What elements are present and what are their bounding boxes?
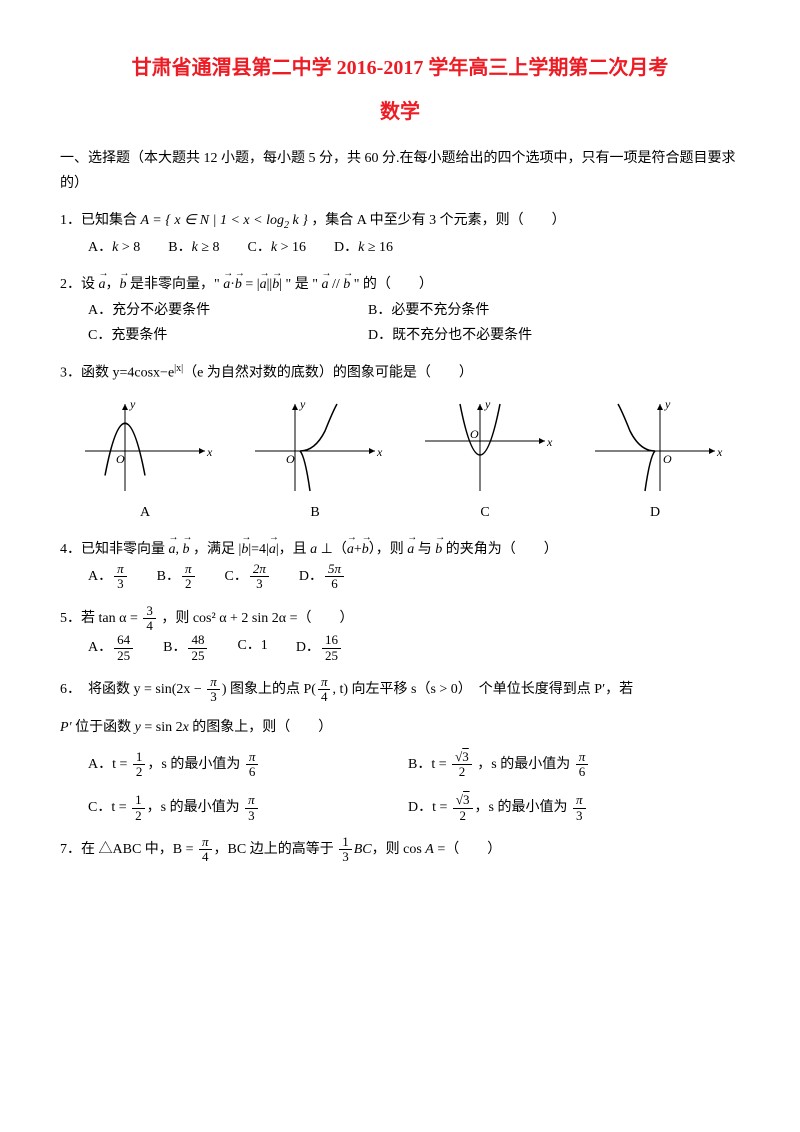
q5-opt-c: C．1 (237, 633, 267, 663)
q3-label-d: D (585, 500, 725, 525)
q4-stem: 4．已知非零向量 a, b ，满足 |b|=4|a|，且 a ⊥（a+b），则 … (60, 537, 740, 562)
q1-opt-d: D．k ≥ 16 (334, 235, 393, 260)
svg-text:x: x (376, 445, 383, 459)
q4-options: A．π3 B．π2 C．2π3 D．5π6 (60, 562, 740, 592)
svg-text:O: O (286, 452, 295, 466)
q6-opt-c: C．t = 12，s 的最小值为 π3 (88, 793, 348, 823)
q1-opt-b: B．k ≥ 8 (168, 235, 219, 260)
q5-options: A．6425 B．4825 C．1 D．1625 (60, 633, 740, 663)
q6-stem-line1: 6． 将函数 y = sin(2x − π3) 图象上的点 P(π4, t) 向… (60, 675, 740, 705)
svg-text:O: O (116, 452, 125, 466)
q4-opt-b: B．π2 (157, 562, 197, 592)
question-2: 2．设 a，b 是非零向量，" a·b = |a||b| " 是 " a // … (60, 272, 740, 348)
question-7: 7．在 △ABC 中，B = π4，BC 边上的高等于 13BC，则 cos A… (60, 835, 740, 865)
q2-opt-a: A．充分不必要条件 (88, 298, 308, 323)
q3-graphs: x y O x y O x y O x y O (60, 396, 740, 496)
svg-text:O: O (470, 427, 479, 441)
q1-math: A = { x ∈ N | 1 < x < log2 k } (141, 213, 308, 228)
svg-text:y: y (664, 397, 671, 411)
svg-text:y: y (484, 397, 491, 411)
question-1: 1．已知集合 A = { x ∈ N | 1 < x < log2 k } ，集… (60, 208, 740, 260)
q3-label-c: C (415, 500, 555, 525)
graph-b: x y O (245, 396, 385, 496)
q2-opt-c: C．充要条件 (88, 323, 308, 348)
section-intro: 一、选择题（本大题共 12 小题，每小题 5 分，共 60 分.在每小题给出的四… (60, 146, 740, 196)
q2-options: A．充分不必要条件 B．必要不充分条件 C．充要条件 D．既不充分也不必要条件 (60, 298, 740, 348)
graph-a: x y O (75, 396, 215, 496)
q1-opt-c: C．k > 16 (248, 235, 306, 260)
svg-text:O: O (663, 452, 672, 466)
q1-stem-prefix: 1．已知集合 (60, 213, 141, 228)
q2-opt-b: B．必要不充分条件 (368, 298, 489, 323)
graph-c: x y O (415, 396, 555, 496)
q5-stem: 5．若 tan α = 34 ，则 cos² α + 2 sin 2α =（ ） (60, 604, 740, 634)
q1-opt-a: A．k > 8 (88, 235, 140, 260)
q1-stem: 1．已知集合 A = { x ∈ N | 1 < x < log2 k } ，集… (60, 208, 740, 235)
svg-text:x: x (206, 445, 213, 459)
q1-options: A．k > 8 B．k ≥ 8 C．k > 16 D．k ≥ 16 (60, 235, 740, 260)
q4-opt-a: A．π3 (88, 562, 129, 592)
q5-opt-a: A．6425 (88, 633, 135, 663)
q4-opt-d: D．5π6 (299, 562, 346, 592)
q6-stem-line2: P′ P′ 位于函数 y = sin 2x 的图象上，则（ ）位于函数 y = … (60, 715, 740, 740)
q4-opt-c: C．2π3 (225, 562, 271, 592)
q3-stem: 3．函数 y=4cosx−e|x|（e 为自然对数的底数）的图象可能是（ ） (60, 360, 740, 386)
svg-text:x: x (546, 435, 553, 449)
q3-label-a: A (75, 500, 215, 525)
q7-stem: 7．在 △ABC 中，B = π4，BC 边上的高等于 13BC，则 cos A… (60, 835, 740, 865)
graph-d: x y O (585, 396, 725, 496)
question-4: 4．已知非零向量 a, b ，满足 |b|=4|a|，且 a ⊥（a+b），则 … (60, 537, 740, 592)
q6-opt-a: A．t = 12，s 的最小值为 π6 (88, 750, 348, 780)
q6-options: A．t = 12，s 的最小值为 π6 B．t = √32 ，s 的最小值为 π… (60, 750, 740, 823)
q3-label-b: B (245, 500, 385, 525)
q1-stem-suffix: ，集合 A 中至少有 3 个元素，则（ ） (311, 213, 565, 228)
exam-title-line1: 甘肃省通渭县第二中学 2016-2017 学年高三上学期第二次月考 (60, 50, 740, 86)
q6-opt-d: D．t = √32，s 的最小值为 π3 (408, 793, 588, 823)
q2-stem: 2．设 a，b 是非零向量，" a·b = |a||b| " 是 " a // … (60, 272, 740, 297)
question-3: 3．函数 y=4cosx−e|x|（e 为自然对数的底数）的图象可能是（ ） x… (60, 360, 740, 525)
svg-text:x: x (716, 445, 723, 459)
q3-graph-labels: A B C D (60, 500, 740, 525)
question-6: 6． 将函数 y = sin(2x − π3) 图象上的点 P(π4, t) 向… (60, 675, 740, 823)
svg-text:y: y (129, 397, 136, 411)
q5-opt-d: D．1625 (296, 633, 343, 663)
q5-opt-b: B．4825 (163, 633, 209, 663)
q6-opt-b: B．t = √32 ，s 的最小值为 π6 (408, 750, 590, 780)
question-5: 5．若 tan α = 34 ，则 cos² α + 2 sin 2α =（ ）… (60, 604, 740, 663)
q2-opt-d: D．既不充分也不必要条件 (368, 323, 532, 348)
exam-title-line2: 数学 (60, 94, 740, 130)
svg-text:y: y (299, 397, 306, 411)
